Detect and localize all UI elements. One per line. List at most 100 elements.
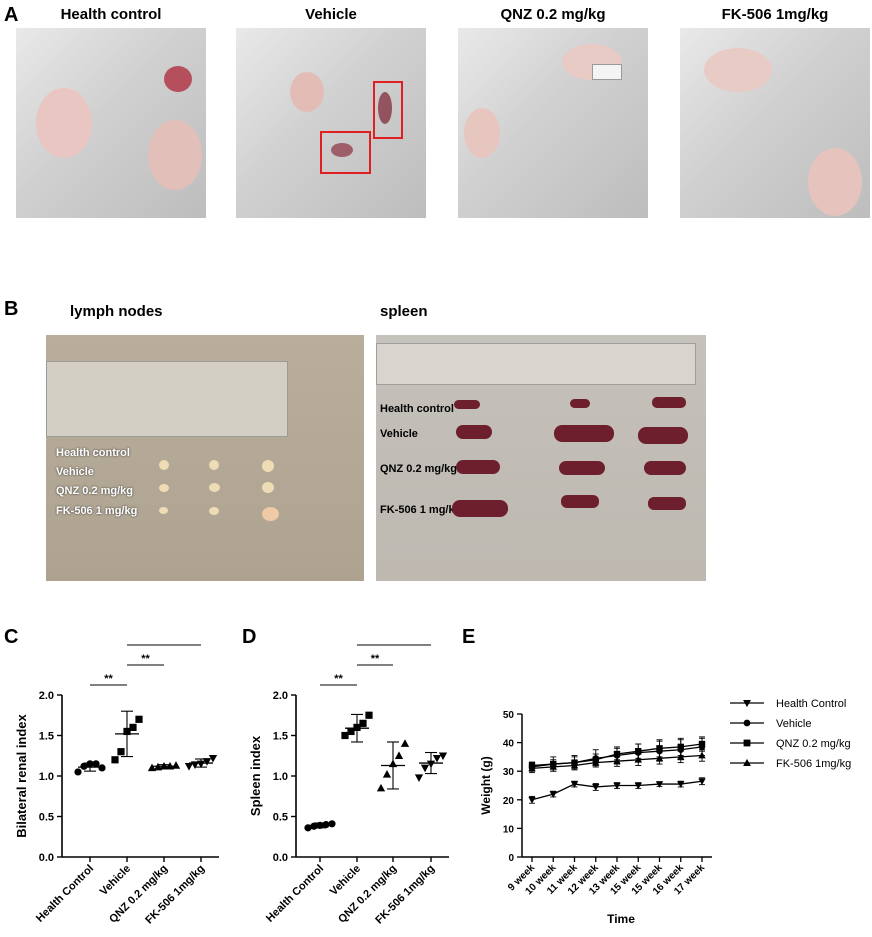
data-point	[549, 763, 557, 770]
data-point	[613, 750, 621, 758]
significance-label: **	[334, 673, 343, 685]
lymph-node	[159, 507, 168, 514]
spleen-sample	[456, 460, 500, 474]
legend-marker	[743, 739, 751, 747]
data-point	[698, 751, 706, 759]
y-tick-label: 0.5	[39, 812, 54, 824]
spleen-sample	[452, 500, 508, 517]
data-point	[570, 781, 579, 788]
legend-label: FK-506 1mg/kg	[776, 758, 851, 770]
mouse-photo-vehicle	[236, 28, 426, 218]
panel-d-letter: D	[242, 626, 257, 648]
data-point	[570, 761, 579, 769]
lymph-row-label: Vehicle	[56, 466, 94, 478]
lesion-highlight-box	[373, 81, 403, 139]
data-point	[129, 723, 137, 731]
lymph-row-label: QNZ 0.2 mg/kg	[56, 485, 134, 497]
spleen-row-label: Health control	[380, 403, 454, 415]
data-point	[98, 764, 106, 772]
significance-label: **	[371, 653, 380, 665]
legend-marker	[743, 719, 751, 727]
lymph-node	[262, 460, 274, 472]
data-point	[328, 820, 336, 828]
spleen-sample	[561, 495, 599, 508]
x-tick-label: Health Control	[264, 863, 326, 925]
mouse-ear	[36, 88, 92, 158]
spleen-row-label: FK-506 1 mg/kg	[380, 504, 462, 516]
data-point	[117, 748, 125, 756]
lymph-node	[159, 460, 169, 470]
data-point	[677, 781, 685, 788]
lymph-nodes-title: lymph nodes	[70, 303, 163, 320]
data-point	[613, 757, 621, 765]
panel-a-letter: A	[4, 4, 19, 26]
lymph-node	[159, 484, 169, 492]
y-tick-label: 20	[503, 796, 515, 807]
data-point	[111, 756, 119, 764]
chart-bilateral-renal-index: 0.0 0.5 1.0 1.5 2.0 Bilateral renal index Heal…	[14, 640, 219, 926]
mouse-photo-health-control	[16, 28, 206, 218]
panel-c-letter: C	[4, 626, 19, 648]
data-point	[365, 711, 373, 719]
lymph-node	[209, 460, 219, 470]
lymph-row-label: Health control	[56, 447, 130, 459]
legend-label: QNZ 0.2 mg/kg	[776, 738, 851, 750]
y-tick-label: 1.5	[39, 731, 54, 743]
panel-e-letter: E	[462, 626, 476, 648]
mouse-ear	[464, 108, 500, 158]
lymph-node	[262, 507, 279, 521]
data-point	[613, 782, 621, 790]
data-point	[528, 764, 536, 772]
legend-label: Health Control	[776, 698, 846, 710]
data-point	[420, 764, 430, 773]
y-tick-label: 30	[503, 767, 515, 778]
data-point	[414, 774, 424, 782]
mouse-ear	[148, 120, 202, 190]
data-point	[528, 796, 536, 804]
y-axis-label: Bilateral renal index	[14, 713, 29, 837]
significance-label: **	[141, 653, 150, 665]
y-tick-label: 40	[503, 739, 515, 750]
panel-b-letter: B	[4, 298, 19, 320]
y-tick-label: 2.0	[39, 690, 54, 702]
y-tick-label: 1.5	[273, 731, 288, 743]
y-tick-label: 50	[503, 710, 515, 721]
data-point	[698, 740, 706, 748]
data-point	[135, 715, 143, 723]
data-point	[376, 783, 386, 792]
data-point	[147, 763, 157, 772]
spleen-sample	[652, 397, 686, 408]
x-tick-label: Health Control	[34, 863, 96, 925]
data-point	[202, 758, 212, 766]
lymph-row-label: FK-506 1 mg/kg	[56, 505, 138, 517]
photo-title-vehicle: Vehicle	[305, 6, 357, 23]
y-tick-label: 0.0	[39, 852, 54, 864]
mouse-photo-qnz	[458, 28, 648, 218]
spleen-sample	[570, 399, 590, 408]
spleen-title: spleen	[380, 303, 428, 320]
y-tick-label: 0	[508, 853, 514, 864]
mouse-eye-mark	[164, 66, 192, 92]
y-axis-label: Spleen index	[248, 735, 263, 816]
photo-title-qnz: QNZ 0.2 mg/kg	[500, 6, 606, 23]
significance-label: **	[160, 640, 169, 645]
legend-marker	[743, 758, 751, 767]
data-point	[171, 761, 181, 769]
data-point	[359, 719, 367, 727]
spleen-sample	[456, 425, 492, 439]
data-point	[677, 753, 685, 760]
mouse-ear	[290, 72, 324, 112]
data-point	[592, 758, 600, 766]
mouse-ear	[808, 148, 862, 216]
data-point	[347, 727, 355, 736]
data-point	[656, 745, 663, 752]
lesion	[331, 143, 353, 157]
legend-marker	[743, 699, 751, 708]
y-tick-label: 10	[503, 824, 515, 835]
legend-label: Vehicle	[776, 718, 811, 730]
spleen-sample	[554, 425, 614, 442]
spleen-sample	[559, 461, 605, 475]
spleen-sample	[644, 461, 686, 475]
x-axis-label: Time	[607, 912, 635, 926]
